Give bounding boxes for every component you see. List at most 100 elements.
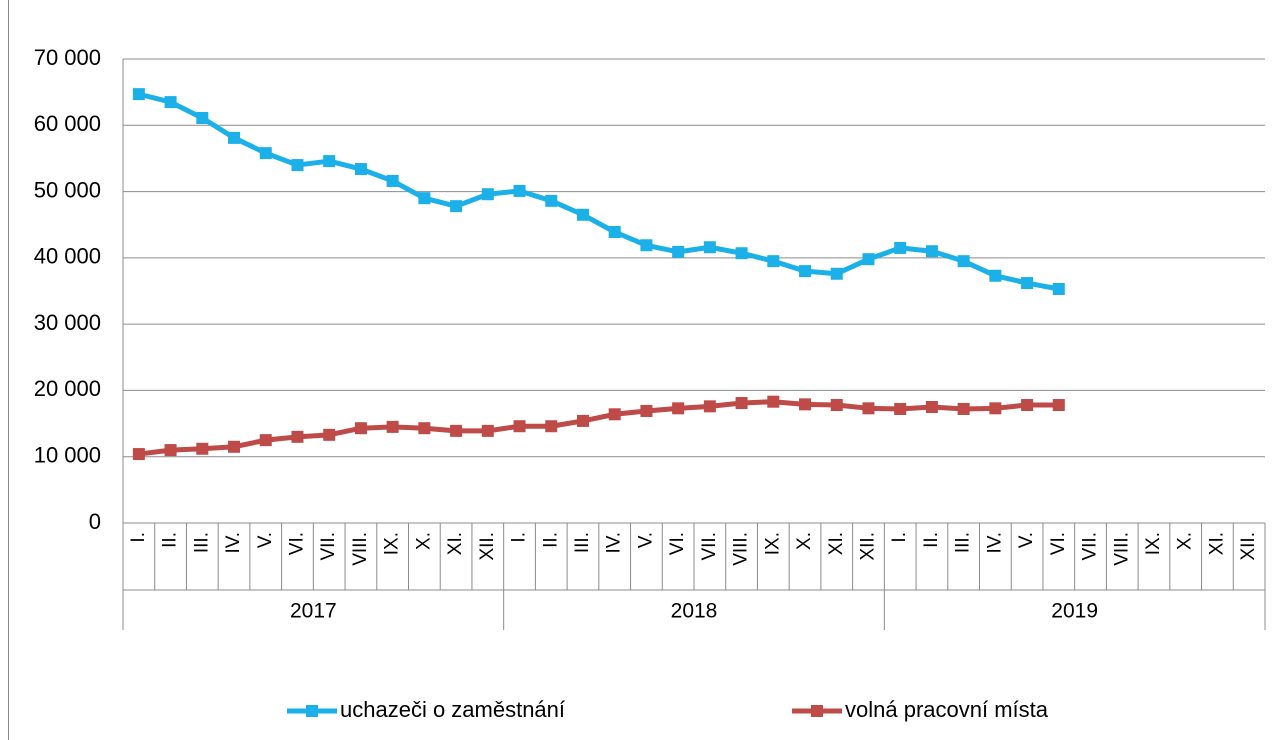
- x-tick-label: IX.: [382, 532, 403, 555]
- x-tick-label: II.: [160, 532, 181, 548]
- x-tick-label: IV.: [223, 532, 244, 554]
- data-point: [989, 402, 1002, 415]
- x-tick-label: IX.: [1143, 532, 1164, 555]
- year-label: 2018: [671, 600, 718, 623]
- data-point: [513, 184, 526, 197]
- x-tick-label: I.: [509, 532, 530, 543]
- data-point: [259, 434, 272, 447]
- data-point: [767, 255, 780, 268]
- x-tick-label: XI.: [826, 532, 847, 555]
- data-point: [672, 402, 685, 415]
- x-tick-label: V.: [1016, 532, 1037, 548]
- x-tick-label: VII.: [1080, 532, 1101, 561]
- x-tick-label: VI.: [1048, 532, 1069, 555]
- data-point: [228, 131, 241, 144]
- data-point: [545, 194, 558, 207]
- x-tick-label: V.: [635, 532, 656, 548]
- x-tick-label: III.: [191, 532, 212, 553]
- x-tick-label: XI.: [445, 532, 466, 555]
- x-tick-label: I.: [889, 532, 910, 543]
- data-point: [164, 444, 177, 457]
- x-tick-label: XII.: [857, 532, 878, 561]
- data-point: [799, 265, 812, 278]
- x-tick-label: VIII.: [1111, 532, 1132, 566]
- data-point: [481, 188, 494, 201]
- data-point: [545, 420, 558, 433]
- x-tick-label: V.: [255, 532, 276, 548]
- data-point: [830, 399, 843, 412]
- data-point: [894, 402, 907, 415]
- data-point: [259, 147, 272, 160]
- data-point: [164, 96, 177, 109]
- data-point: [735, 247, 748, 260]
- y-tick-label: 20 000: [34, 376, 101, 401]
- data-point: [291, 430, 304, 443]
- data-point: [830, 267, 843, 280]
- x-tick-label: VII.: [318, 532, 339, 561]
- data-point: [418, 192, 431, 205]
- data-point: [418, 422, 431, 435]
- data-point: [132, 88, 145, 101]
- data-point: [862, 402, 875, 415]
- x-tick-label: X.: [413, 532, 434, 550]
- data-point: [799, 398, 812, 411]
- x-tick-label: VI.: [667, 532, 688, 555]
- data-point: [450, 200, 463, 213]
- x-tick-label: X.: [1175, 532, 1196, 550]
- legend-marker: [306, 705, 318, 717]
- x-tick-label: IX.: [762, 532, 783, 555]
- x-tick-label: X.: [794, 532, 815, 550]
- legend-label: volná pracovní místa: [845, 697, 1049, 722]
- data-point: [196, 442, 209, 455]
- data-point: [1021, 399, 1034, 412]
- data-point: [862, 253, 875, 266]
- data-point: [1052, 283, 1065, 296]
- data-point: [640, 404, 653, 417]
- x-tick-label: IV.: [604, 532, 625, 554]
- data-point: [386, 174, 399, 187]
- data-point: [925, 401, 938, 413]
- year-label: 2017: [290, 600, 337, 623]
- x-tick-label: VII.: [699, 532, 720, 561]
- data-point: [957, 255, 970, 268]
- data-point: [608, 226, 621, 239]
- x-tick-label: III.: [572, 532, 593, 553]
- y-tick-label: 60 000: [34, 111, 101, 136]
- data-point: [450, 424, 463, 437]
- data-point: [386, 420, 399, 433]
- x-tick-label: XI.: [1206, 532, 1227, 555]
- x-tick-label: VI.: [286, 532, 307, 555]
- data-point: [196, 111, 209, 124]
- y-tick-label: 40 000: [34, 244, 101, 269]
- y-tick-label: 70 000: [34, 45, 101, 70]
- data-point: [672, 245, 685, 258]
- y-tick-label: 50 000: [34, 177, 101, 202]
- data-point: [354, 163, 367, 176]
- x-tick-label: II.: [921, 532, 942, 548]
- x-tick-label: IV.: [984, 532, 1005, 554]
- legend-marker: [811, 705, 823, 717]
- x-tick-label: II.: [540, 532, 561, 548]
- data-point: [735, 397, 748, 410]
- y-tick-label: 0: [89, 509, 101, 534]
- x-tick-label: XII.: [1238, 532, 1259, 561]
- data-point: [703, 241, 716, 254]
- x-tick-label: XII.: [477, 532, 498, 561]
- x-tick-label: VIII.: [731, 532, 752, 566]
- y-tick-label: 30 000: [34, 310, 101, 335]
- x-tick-label: III.: [953, 532, 974, 553]
- data-point: [291, 159, 304, 172]
- chart-border: [8, 0, 1281, 740]
- data-point: [576, 414, 589, 427]
- data-point: [323, 428, 336, 441]
- data-point: [354, 422, 367, 435]
- data-point: [640, 239, 653, 252]
- data-point: [132, 448, 145, 461]
- data-point: [894, 241, 907, 254]
- data-point: [481, 424, 494, 437]
- legend-label: uchazeči o zaměstnání: [340, 697, 565, 722]
- data-point: [228, 440, 241, 453]
- data-point: [576, 208, 589, 221]
